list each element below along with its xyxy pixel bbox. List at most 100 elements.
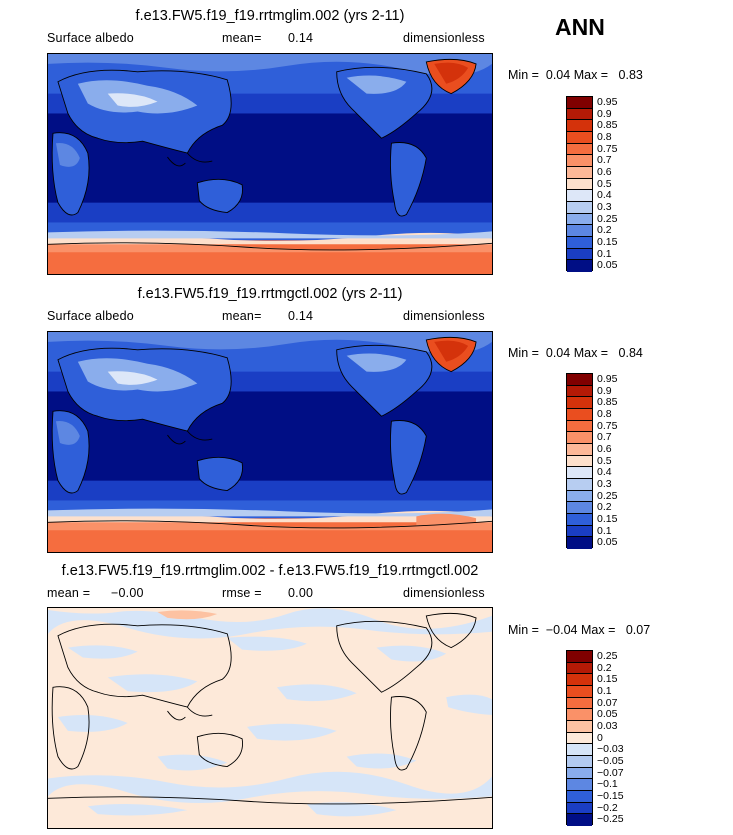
panel3-mean-value: −0.00 (111, 586, 144, 600)
colorbar-swatch (567, 143, 592, 156)
panel1-minmax: Min = 0.04 Max = 0.83 (508, 68, 643, 82)
colorbar-tick-label: 0.25 (597, 212, 618, 225)
panel1-variable: Surface albedo (47, 31, 134, 45)
panel1-colorbar (566, 96, 593, 272)
panel3-colorbar (566, 650, 593, 826)
colorbar-swatch (567, 236, 592, 249)
colorbar-swatch (567, 685, 592, 698)
panel3-minmax: Min = −0.04 Max = 0.07 (508, 623, 651, 637)
colorbar-swatch (567, 513, 592, 526)
colorbar-tick-label: 0.03 (597, 720, 618, 732)
colorbar-swatch (567, 490, 592, 503)
colorbar-swatch (567, 720, 592, 733)
colorbar-tick-label: 0.95 (597, 373, 618, 385)
colorbar-tick-label: −0.2 (597, 801, 618, 814)
colorbar-tick-label: 0.4 (597, 466, 612, 479)
colorbar-tick-label: 0.5 (597, 177, 612, 190)
colorbar-swatch (567, 537, 592, 549)
colorbar-swatch (567, 166, 592, 179)
colorbar-tick-label: 0.05 (597, 708, 618, 721)
panel3-title: f.e13.FW5.f19_f19.rrtmglim.002 - f.e13.F… (61, 563, 479, 579)
colorbar-tick-label: 0.5 (597, 454, 612, 467)
colorbar-swatch (567, 432, 592, 444)
colorbar-swatch (567, 190, 592, 202)
colorbar-tick-label: 0.2 (597, 661, 612, 674)
colorbar-tick-label: 0.07 (597, 696, 618, 709)
colorbar-tick-label: 0.6 (597, 443, 612, 455)
colorbar-swatch (567, 131, 592, 144)
colorbar-tick-label: 0.9 (597, 384, 612, 397)
colorbar-tick-label: −0.1 (597, 778, 618, 791)
panel3-rmse-label: rmse = (222, 586, 262, 600)
colorbar-tick-label: 0.4 (597, 189, 612, 202)
colorbar-tick-label: 0.6 (597, 166, 612, 178)
panel2-colorbar (566, 373, 593, 549)
colorbar-tick-label: 0.8 (597, 131, 612, 143)
colorbar-tick-label: 0.7 (597, 431, 612, 444)
colorbar-swatch (567, 385, 592, 398)
colorbar-swatch (567, 408, 592, 421)
colorbar-tick-label: 0.1 (597, 524, 612, 537)
colorbar-swatch (567, 213, 592, 226)
colorbar-tick-label: 0.85 (597, 119, 618, 132)
colorbar-tick-label: 0.3 (597, 201, 612, 213)
panel2-mean-value: 0.14 (288, 309, 314, 323)
colorbar-tick-label: 0.3 (597, 478, 612, 490)
colorbar-tick-label: −0.07 (597, 766, 624, 779)
colorbar-swatch (567, 225, 592, 237)
panel2-title: f.e13.FW5.f19_f19.rrtmgctl.002 (yrs 2-11… (137, 286, 403, 302)
colorbar-tick-label: 0 (597, 731, 603, 744)
colorbar-swatch (567, 467, 592, 479)
panel2-units: dimensionless (403, 309, 485, 323)
panel1-mean-label: mean= (222, 31, 262, 45)
colorbar-tick-label: 0.95 (597, 96, 618, 108)
colorbar-tick-label: 0.85 (597, 396, 618, 409)
colorbar-tick-label: −0.25 (597, 813, 624, 826)
colorbar-swatch (567, 814, 592, 826)
colorbar-swatch (567, 248, 592, 261)
colorbar-tick-label: −0.05 (597, 755, 624, 767)
colorbar-tick-label: 0.7 (597, 154, 612, 167)
colorbar-swatch (567, 709, 592, 721)
panel1-mean-value: 0.14 (288, 31, 314, 45)
panel2-map (47, 331, 493, 553)
colorbar-swatch (567, 108, 592, 121)
panel2-minmax: Min = 0.04 Max = 0.84 (508, 346, 643, 360)
colorbar-tick-label: 0.1 (597, 247, 612, 260)
colorbar-swatch (567, 790, 592, 803)
colorbar-swatch (567, 674, 592, 686)
colorbar-swatch (567, 662, 592, 675)
colorbar-swatch (567, 374, 592, 386)
panel1-units: dimensionless (403, 31, 485, 45)
colorbar-tick-label: 0.75 (597, 142, 618, 155)
colorbar-tick-label: 0.2 (597, 501, 612, 514)
colorbar-swatch (567, 697, 592, 710)
colorbar-swatch (567, 455, 592, 468)
colorbar-swatch (567, 97, 592, 109)
colorbar-tick-label: 0.05 (597, 259, 618, 272)
colorbar-swatch (567, 397, 592, 409)
colorbar-swatch (567, 755, 592, 768)
colorbar-swatch (567, 443, 592, 456)
colorbar-tick-label: 0.15 (597, 513, 618, 525)
colorbar-tick-label: 0.25 (597, 489, 618, 502)
colorbar-swatch (567, 779, 592, 791)
colorbar-swatch (567, 802, 592, 815)
colorbar-swatch (567, 525, 592, 538)
colorbar-tick-label: 0.05 (597, 536, 618, 549)
colorbar-swatch (567, 260, 592, 272)
colorbar-swatch (567, 732, 592, 745)
panel3-mean-label: mean = (47, 586, 91, 600)
colorbar-tick-label: 0.75 (597, 419, 618, 432)
colorbar-swatch (567, 201, 592, 214)
colorbar-tick-label: 0.2 (597, 224, 612, 237)
colorbar-tick-label: −0.03 (597, 743, 624, 756)
panel3-units: dimensionless (403, 586, 485, 600)
panel2-mean-label: mean= (222, 309, 262, 323)
colorbar-tick-label: 0.8 (597, 408, 612, 420)
colorbar-swatch (567, 767, 592, 780)
colorbar-tick-label: 0.1 (597, 685, 612, 697)
colorbar-swatch (567, 120, 592, 132)
colorbar-swatch (567, 178, 592, 191)
colorbar-tick-label: 0.9 (597, 107, 612, 120)
